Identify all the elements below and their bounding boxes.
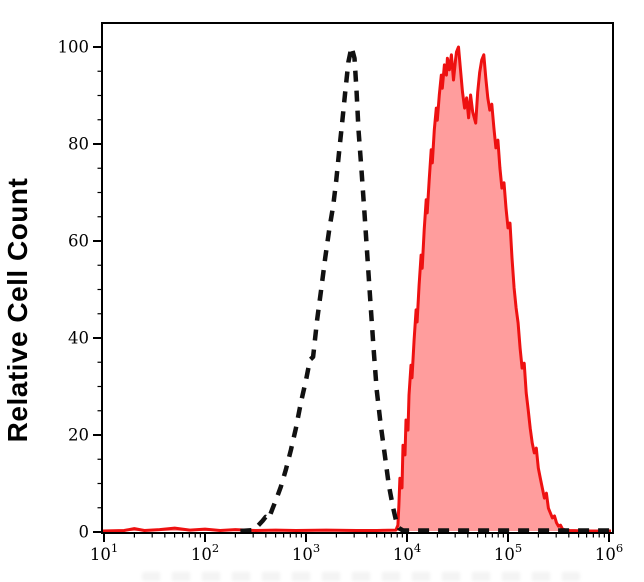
plot-border bbox=[101, 22, 614, 534]
plot-frame bbox=[101, 22, 614, 534]
y-axis-title: Relative Cell Count bbox=[2, 178, 33, 443]
x-tick-label: 103 bbox=[292, 541, 320, 564]
y-tick-label: 20 bbox=[68, 426, 89, 445]
y-tick-label: 40 bbox=[68, 329, 89, 348]
axis-tick-labels: 0 20 40 60 80 100 101 102 103 104 105 106 bbox=[58, 38, 624, 565]
axis-ticks bbox=[93, 46, 610, 542]
series-layer bbox=[101, 44, 611, 534]
x-tick-label: 101 bbox=[90, 541, 118, 564]
y-tick-label: 100 bbox=[58, 38, 90, 57]
x-tick-label: 102 bbox=[191, 541, 219, 564]
red-histogram-fill bbox=[102, 47, 611, 531]
x-tick-label: 104 bbox=[393, 541, 421, 564]
x-tick-label: 106 bbox=[595, 541, 623, 564]
red-histogram-curve bbox=[101, 45, 611, 533]
y-tick-label: 0 bbox=[79, 523, 90, 542]
cropped-caption-remnant bbox=[142, 572, 580, 581]
dashed-histogram-curve bbox=[240, 44, 611, 534]
y-tick-label: 60 bbox=[68, 232, 89, 251]
x-tick-label: 105 bbox=[494, 541, 522, 564]
y-tick-label: 80 bbox=[68, 135, 89, 154]
